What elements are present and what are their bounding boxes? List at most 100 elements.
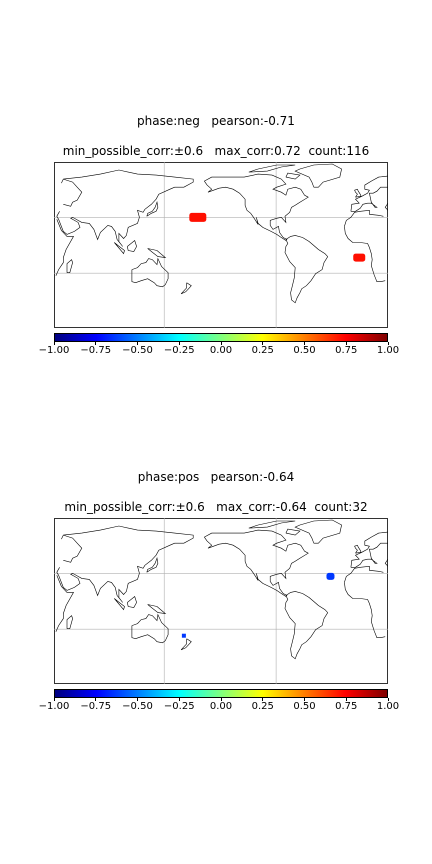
colorbar-tickmark [262, 342, 264, 345]
colorbar-tick-label: −1.00 [38, 701, 70, 712]
colorbar-tick-label: 0.50 [293, 345, 316, 356]
world-map [54, 162, 388, 328]
colorbar-tick-label: 1.00 [376, 345, 400, 356]
colorbar [54, 689, 388, 698]
colorbar [54, 333, 388, 342]
coastline [147, 604, 167, 615]
colorbar-tick-label: 1.00 [376, 701, 400, 712]
coastline [114, 242, 125, 255]
coastline [284, 235, 329, 304]
north-atlantic-patch [326, 572, 335, 580]
coastline [350, 542, 388, 568]
colorbar-tick-label: 0.50 [293, 701, 316, 712]
colorbar-tickmark [304, 342, 305, 345]
colorbar-tickmark [345, 698, 347, 701]
colorbar-tick-label: 0.00 [209, 345, 233, 356]
coastline [180, 282, 192, 295]
coastline [350, 175, 388, 212]
colorbar-ticks: −1.00 −0.75 −0.50 −0.25 0.00 0.25 0.50 0.75 1.00 [0, 342, 432, 362]
map-frame [54, 518, 388, 684]
panel-title: phase:neg pearson:-0.71 [137, 114, 295, 128]
coastline [66, 615, 73, 629]
coastline [344, 209, 384, 227]
colorbar-ticks: −1.00 −0.75 −0.50 −0.25 0.00 0.25 0.50 0.75 1.00 [0, 698, 432, 718]
coastline [248, 520, 296, 529]
coastline [344, 565, 384, 583]
colorbar-tick-label: −0.75 [80, 701, 112, 712]
coastline [354, 188, 362, 198]
colorbar-tickmark [387, 342, 389, 345]
colorbar-tick-label: 0.75 [335, 345, 358, 356]
coastline [55, 219, 75, 276]
south-atlantic-patch [353, 253, 366, 262]
coastline [114, 598, 125, 611]
coastline [147, 248, 167, 259]
map-panel-neg: phase:neg pearson:-0.71 min_possible_cor… [0, 114, 432, 362]
coastline [146, 201, 159, 217]
coastline [248, 164, 296, 173]
coastline [63, 534, 83, 563]
colorbar-tickmark [95, 342, 97, 345]
colorbar-tickmark [220, 342, 222, 345]
colorbar-tick-label: 0.25 [251, 345, 274, 356]
coastline [131, 613, 169, 644]
colorbar-tick-label: 0.00 [209, 701, 233, 712]
coastline [146, 557, 159, 573]
colorbar-tickmark [137, 698, 138, 701]
coastline [354, 544, 362, 554]
world-map [54, 518, 388, 684]
coastline [55, 575, 75, 632]
colorbar-tickmark [262, 698, 264, 701]
coastline [294, 519, 342, 544]
coastline [56, 525, 194, 603]
colorbar-tick-label: −1.00 [38, 345, 70, 356]
colorbar-tick-label: −0.50 [122, 345, 153, 356]
colorbar-tickmark [345, 342, 347, 345]
coastline [204, 529, 309, 597]
map-frame [54, 162, 388, 328]
colorbar-tickmark [137, 342, 138, 345]
coastline [285, 528, 301, 536]
north-pacific-patch [189, 212, 207, 222]
coastline [344, 226, 386, 282]
coastline [61, 178, 64, 184]
south-pacific-point [181, 633, 186, 638]
coastline [66, 259, 73, 273]
colorbar-tickmark [304, 698, 305, 701]
panel-subtitle: min_possible_corr:±0.6 max_corr:0.72 cou… [62, 144, 370, 158]
coastline [350, 186, 388, 212]
panel-title: phase:pos pearson:-0.64 [137, 470, 295, 484]
colorbar-tickmark [178, 698, 180, 701]
coastline [344, 582, 386, 638]
coastline [204, 173, 309, 241]
coastline [294, 163, 342, 188]
coastline [131, 257, 169, 288]
panel-subtitle: min_possible_corr:±0.6 max_corr:-0.64 co… [64, 500, 368, 514]
coastline [127, 239, 137, 252]
coastline [285, 172, 301, 180]
coastline [350, 531, 388, 568]
colorbar-tick-label: −0.75 [80, 345, 112, 356]
coastline [384, 203, 388, 211]
colorbar-tick-label: −0.25 [163, 701, 195, 712]
coastline [56, 169, 194, 247]
colorbar-tick-label: 0.25 [251, 701, 274, 712]
colorbar-tick-label: −0.25 [163, 345, 195, 356]
coastline [180, 638, 192, 651]
coastline [384, 559, 388, 567]
colorbar-tickmark [387, 698, 389, 701]
colorbar-tick-label: −0.50 [122, 701, 153, 712]
coastline [63, 178, 83, 207]
coastline [284, 591, 329, 660]
coastline [61, 534, 64, 540]
colorbar-tick-label: 0.75 [335, 701, 358, 712]
colorbar-tickmark [220, 698, 222, 701]
colorbar-tickmark [53, 342, 55, 345]
colorbar-tickmark [53, 698, 55, 701]
colorbar-tickmark [178, 342, 180, 345]
coastline [127, 595, 137, 608]
map-canvas [54, 518, 388, 684]
map-canvas [54, 162, 388, 328]
colorbar-tickmark [95, 698, 97, 701]
